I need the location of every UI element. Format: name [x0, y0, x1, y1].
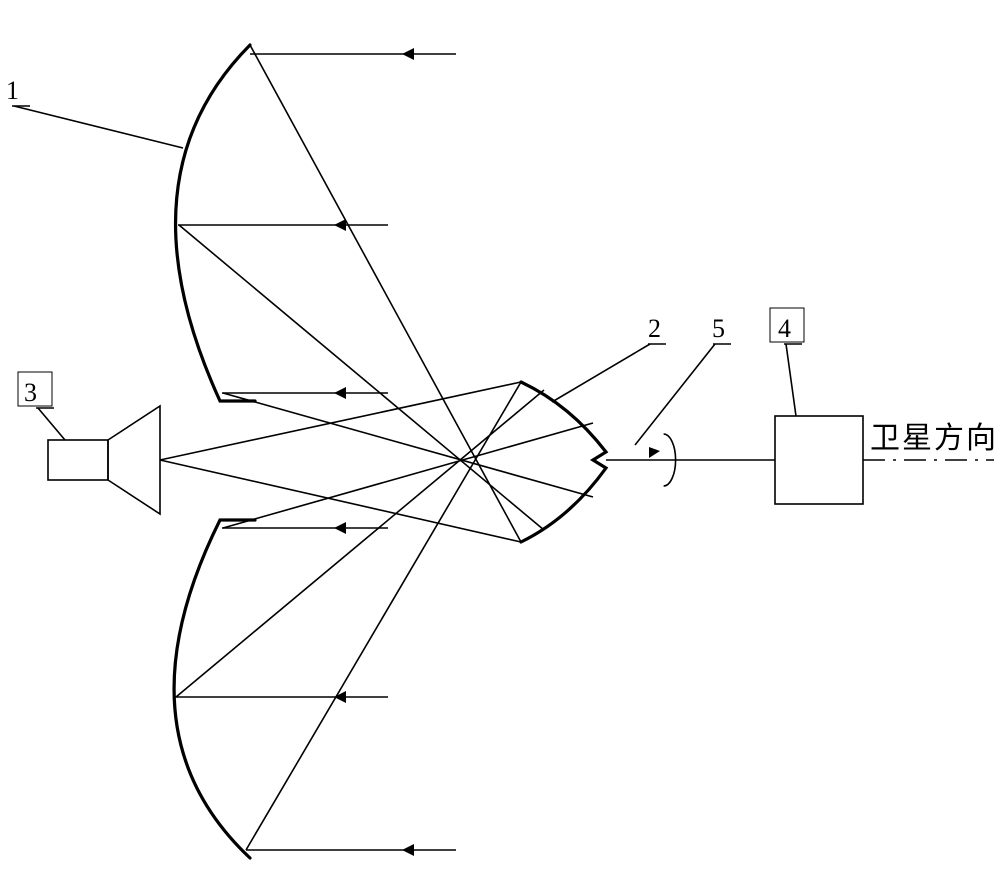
sub-reflector — [521, 382, 606, 542]
leader-4 — [786, 344, 796, 416]
ray-main-to-sub — [250, 45, 521, 542]
rotation-arrowhead — [649, 447, 660, 458]
leader-5 — [635, 344, 715, 445]
main-reflector-top — [176, 45, 255, 401]
label-5: 5 — [712, 316, 725, 342]
label-2: 2 — [648, 316, 661, 342]
motor-box — [775, 416, 863, 504]
ray-main-to-sub — [246, 382, 521, 850]
leader-2 — [552, 344, 650, 402]
feed-horn-cone — [108, 406, 160, 514]
satellite-direction-label: 卫星方向 — [870, 424, 998, 454]
feed-horn-body — [48, 440, 108, 480]
label-1: 1 — [6, 78, 19, 104]
ray-main-to-sub — [223, 393, 593, 497]
label-4: 4 — [778, 316, 791, 342]
leader-1 — [14, 106, 183, 148]
label-3: 3 — [24, 380, 37, 406]
leader-3 — [38, 408, 65, 440]
ray-main-to-sub — [179, 225, 544, 530]
ray-main-to-sub — [223, 423, 593, 528]
